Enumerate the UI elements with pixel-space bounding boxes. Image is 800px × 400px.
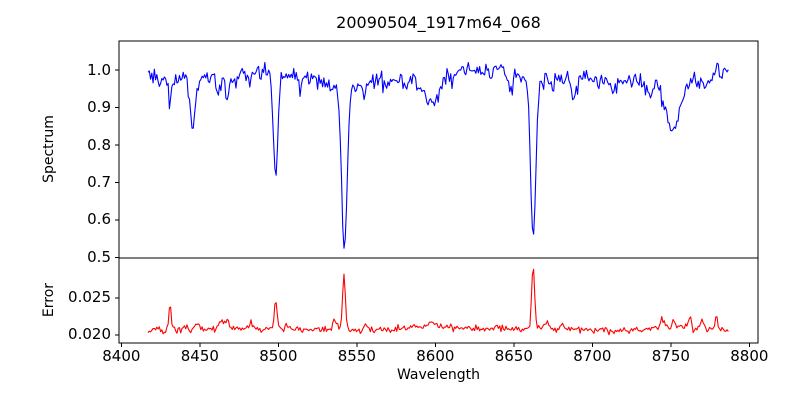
- spectrum-y-tick-label: 0.5: [87, 247, 111, 266]
- x-tick-label: 8800: [730, 347, 769, 365]
- x-tick-label: 8450: [180, 347, 219, 365]
- spectrum-y-tick-label: 0.8: [87, 135, 111, 154]
- x-axis-label: Wavelength: [396, 367, 481, 383]
- x-tick-label: 8700: [573, 347, 612, 365]
- spectrum-curve: [147, 61, 729, 249]
- error-y-tick-label: 0.025: [68, 288, 111, 307]
- x-tick-label: 8600: [416, 347, 455, 365]
- x-tick-label: 8750: [651, 347, 690, 365]
- spectrum-y-tick-label: 0.9: [87, 98, 111, 117]
- error-curve: [147, 268, 729, 336]
- x-tick-label: 8400: [102, 347, 141, 365]
- error-frame: [118, 257, 759, 344]
- error-y-tick-label: 0.020: [68, 325, 111, 344]
- x-tick-label: 8500: [259, 347, 298, 365]
- chart-title: 20090504_1917m64_068: [336, 13, 541, 32]
- x-tick-label: 8650: [494, 347, 533, 365]
- spectrum-y-tick-label: 0.7: [87, 172, 111, 191]
- spectrum-y-tick-label: 0.6: [87, 210, 111, 229]
- x-tick-label: 8550: [337, 347, 376, 365]
- spectrum-y-tick-label: 1.0: [87, 60, 111, 79]
